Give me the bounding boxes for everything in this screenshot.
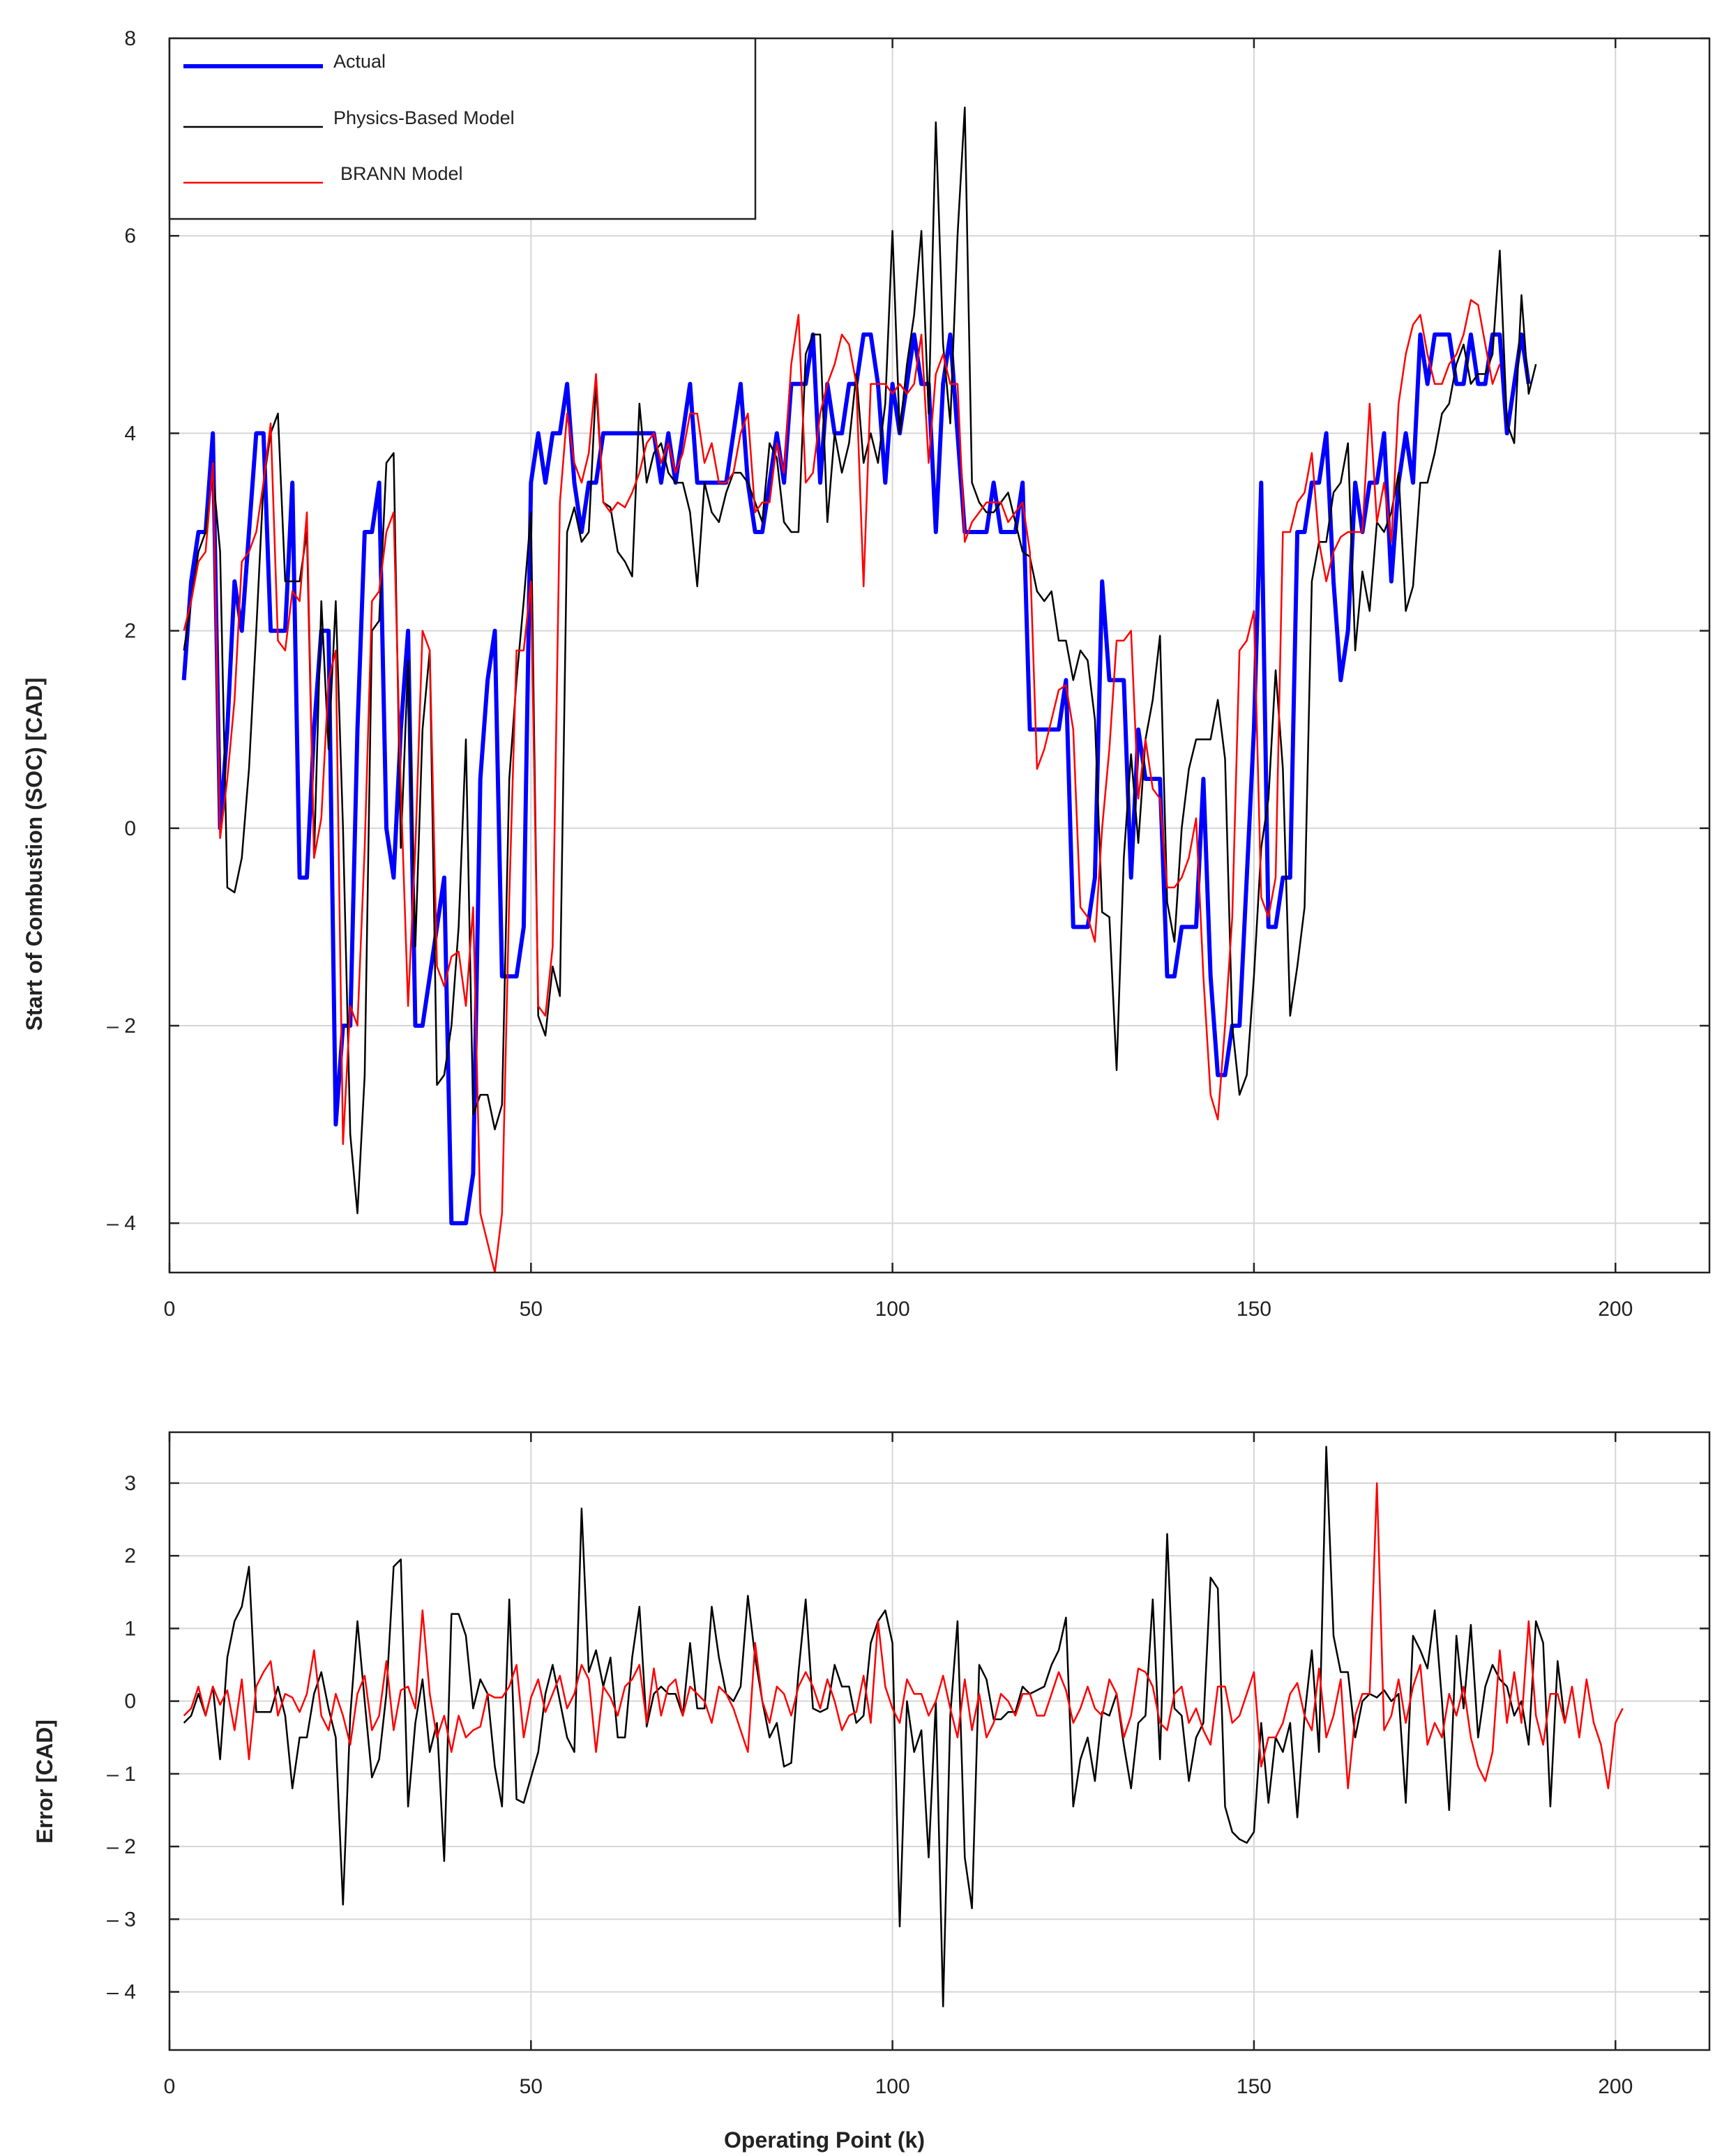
- error-y-tick-label: – 2: [107, 1835, 136, 1858]
- soc-plot-frame: [168, 37, 1711, 1274]
- legend: Actual Physics-Based Model BRANN Model: [168, 37, 757, 220]
- error-x-tick-label: 0: [164, 2075, 176, 2098]
- soc-series-brann-model: [183, 298, 1501, 1274]
- error-y-tick-label: – 3: [107, 1908, 136, 1931]
- error-y-tick-labels: – 4 – 3 – 2 – 1 0 1 2 3: [107, 1472, 136, 2004]
- soc-y-tick-label: 0: [124, 817, 136, 840]
- soc-series-physics-based-model: [183, 106, 1537, 1215]
- soc-y-tick-label: 4: [124, 422, 136, 445]
- soc-y-tick-label: 2: [124, 620, 136, 643]
- error-y-tick-label: – 4: [107, 1981, 136, 2004]
- error-series: [183, 1445, 1624, 2007]
- error-y-tick-label: 3: [124, 1472, 136, 1495]
- error-chart: 0 50 100 150 200 – 4 – 3 – 2 – 1 0 1 2 3…: [32, 1431, 1711, 2153]
- soc-y-tick-labels: – 4 – 2 0 2 4 6 8: [107, 27, 136, 1235]
- legend-label-actual: Actual: [333, 51, 386, 72]
- error-plot-frame: [168, 1431, 1711, 2051]
- error-y-tick-label: 1: [124, 1617, 136, 1640]
- error-x-tick-labels: 0 50 100 150 200: [164, 2075, 1633, 2098]
- soc-y-tick-label: – 4: [107, 1212, 136, 1235]
- soc-y-tick-label: 6: [124, 225, 136, 248]
- soc-x-tick-label: 200: [1598, 1298, 1633, 1321]
- error-series-physics-based-model: [183, 1445, 1566, 2007]
- soc-x-tick-label: 50: [520, 1298, 543, 1321]
- legend-box: [168, 37, 757, 220]
- error-y-tick-label: – 1: [107, 1763, 136, 1786]
- error-series-brann-model: [183, 1482, 1624, 1790]
- error-y-tick-label: 0: [124, 1690, 136, 1713]
- soc-x-tick-labels: 0 50 100 150 200: [164, 1298, 1633, 1321]
- soc-x-tick-label: 0: [164, 1298, 176, 1321]
- error-x-tick-label: 150: [1237, 2075, 1271, 2098]
- legend-label-physics: Physics-Based Model: [333, 107, 515, 128]
- soc-x-tick-label: 100: [875, 1298, 910, 1321]
- error-x-tick-label: 100: [875, 2075, 910, 2098]
- legend-label-brann: BRANN Model: [340, 163, 463, 184]
- x-axis-title: Operating Point (k): [724, 2127, 925, 2153]
- error-y-tick-label: 2: [124, 1544, 136, 1567]
- soc-y-axis-title: Start of Combustion (SOC) [CAD]: [22, 678, 47, 1031]
- soc-x-tick-label: 150: [1237, 1298, 1271, 1321]
- soc-y-tick-label: – 2: [107, 1015, 136, 1038]
- soc-chart: 0 50 100 150 200 – 4 – 2 0 2 4 6 8 Start…: [22, 27, 1711, 1321]
- error-x-tick-label: 200: [1598, 2075, 1633, 2098]
- soc-y-tick-label: 8: [124, 27, 136, 50]
- error-ticks: [168, 1432, 1709, 2050]
- error-x-tick-label: 50: [520, 2075, 543, 2098]
- soc-series: [181, 106, 1537, 1274]
- error-y-axis-title: Error [CAD]: [32, 1720, 57, 1844]
